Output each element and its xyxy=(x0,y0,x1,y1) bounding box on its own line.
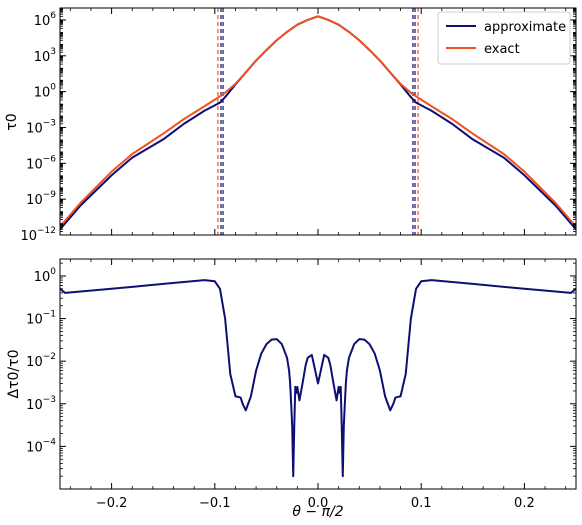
top-y-axis-label: τ0 xyxy=(4,113,20,130)
bottom-x-tick-label: −0.1 xyxy=(199,496,231,511)
bottom-x-tick-label: −0.2 xyxy=(96,496,128,511)
top-y-tick-label: 103 xyxy=(34,47,56,65)
legend-label-exact: exact xyxy=(484,42,520,57)
top-vlines xyxy=(217,8,419,235)
bottom-series-line-0 xyxy=(60,279,576,478)
legend-label-approximate: approximate xyxy=(484,20,566,35)
top-y-tick-label: 10−3 xyxy=(26,118,56,136)
bottom-axes-frame xyxy=(59,258,577,490)
x-axis-label: θ − π/2 xyxy=(292,504,343,520)
bottom-y-tick-label: 10−2 xyxy=(26,352,56,370)
top-y-tick-label: 10−9 xyxy=(26,190,56,208)
top-y-tick-label: 10−12 xyxy=(20,226,56,244)
legend: approximate exact xyxy=(437,11,571,65)
bottom-y-tick-label: 100 xyxy=(34,267,57,285)
bottom-y-tick-label: 10−3 xyxy=(26,395,56,413)
bottom-panel: 100 10−1 10−2 10−3 10−4 −0.2 −0.1 0.0 0.1 0.2 Δτ… xyxy=(6,258,577,520)
bottom-x-tick-label: 0.1 xyxy=(411,496,432,511)
top-series xyxy=(60,15,576,230)
bottom-x-tick-label: 0.0 xyxy=(308,496,329,511)
bottom-y-axis-label: Δτ0/τ0 xyxy=(6,350,22,399)
bottom-series xyxy=(60,279,576,478)
top-y-tick-label: 106 xyxy=(34,11,57,29)
bottom-x-tick-label: 0.2 xyxy=(514,496,535,511)
bottom-y-tick-label: 10−4 xyxy=(26,437,56,455)
bottom-y-tick-label: 10−1 xyxy=(26,310,56,328)
top-y-tick-label: 10−6 xyxy=(26,154,56,172)
bottom-x-ticks: −0.2 −0.1 0.0 0.1 0.2 xyxy=(69,259,567,511)
bottom-y-ticks: 100 10−1 10−2 10−3 10−4 xyxy=(26,262,576,477)
top-series-line-exact xyxy=(60,15,576,228)
top-y-ticks: 106 103 100 10−3 10−6 10−9 10−12 xyxy=(20,8,576,244)
top-x-ticks xyxy=(69,8,567,235)
top-panel: 106 103 100 10−3 10−6 10−9 10−12 τ0 approximat… xyxy=(4,7,577,244)
top-y-tick-label: 100 xyxy=(34,83,57,101)
